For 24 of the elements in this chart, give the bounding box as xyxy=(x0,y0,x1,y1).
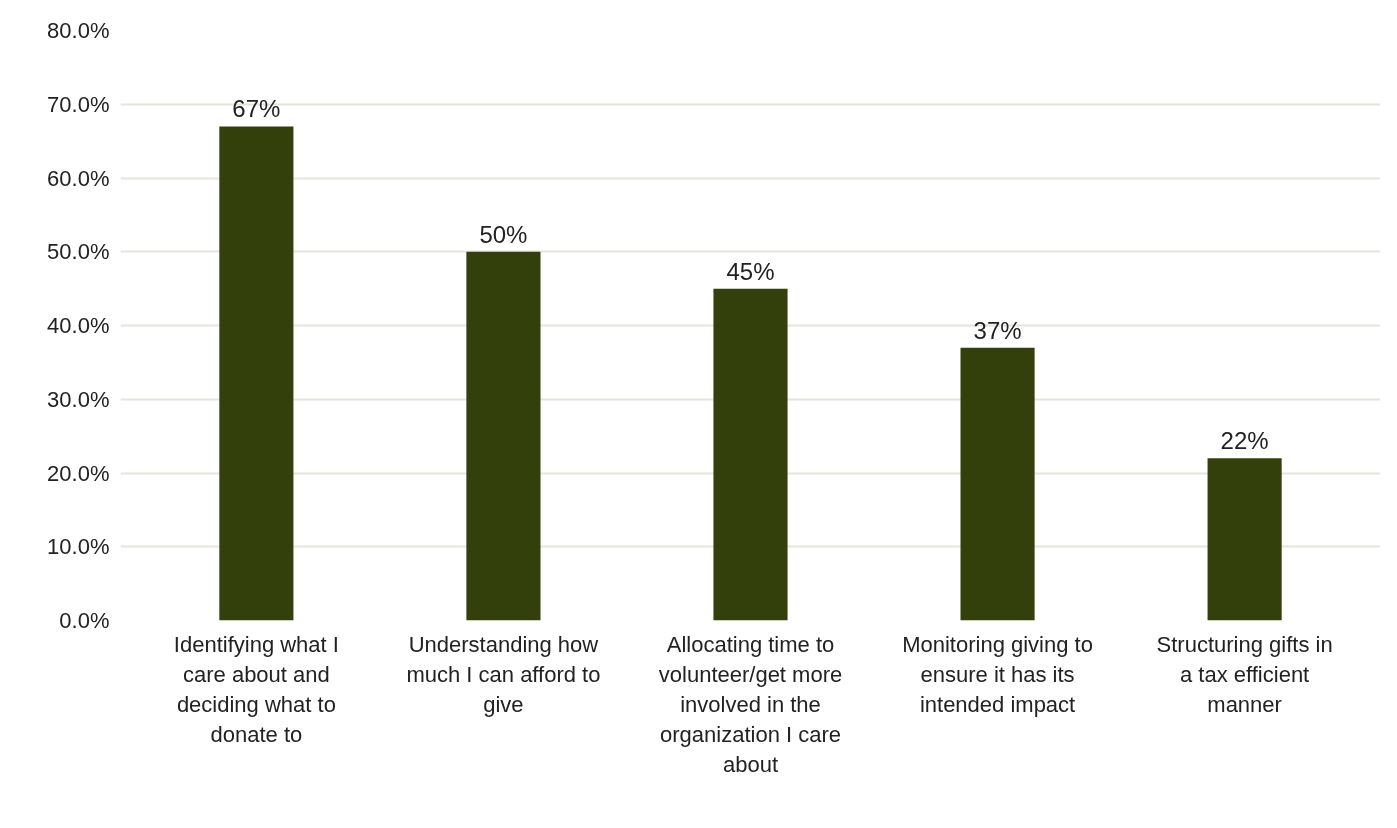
data-label: 67% xyxy=(232,95,281,123)
y-tick-label: 0.0% xyxy=(59,608,110,633)
bar xyxy=(1207,458,1282,621)
bar xyxy=(713,288,788,621)
x-tick-label: Structuring gifts in a tax efficient manner xyxy=(1156,631,1333,717)
y-tick-label: 50.0% xyxy=(47,239,110,265)
x-tick-label: Identifying what I care about and deciding what to donate to xyxy=(173,631,339,747)
x-tick-label: Allocating time to volunteer/get more involved in the organization I care about xyxy=(658,631,843,777)
data-label: 22% xyxy=(1220,427,1269,455)
x-tick-label: Monitoring giving to ensure it has its intended impact xyxy=(902,631,1093,717)
y-tick-label: 70.0% xyxy=(47,91,110,117)
bar xyxy=(219,126,294,621)
y-tick-label: 20.0% xyxy=(47,460,110,486)
data-label: 37% xyxy=(973,316,1022,344)
data-label: 50% xyxy=(479,220,528,248)
y-tick-label: 10.0% xyxy=(47,534,110,560)
x-tick-label: Understanding how much I can afford to give xyxy=(406,631,601,717)
y-tick-label: 80.0% xyxy=(47,18,110,43)
y-tick-label: 30.0% xyxy=(47,386,110,412)
data-label: 45% xyxy=(726,257,775,285)
bar xyxy=(466,251,541,621)
y-tick-label: 60.0% xyxy=(47,165,110,191)
bar xyxy=(960,347,1035,621)
y-tick-label: 40.0% xyxy=(47,313,110,338)
